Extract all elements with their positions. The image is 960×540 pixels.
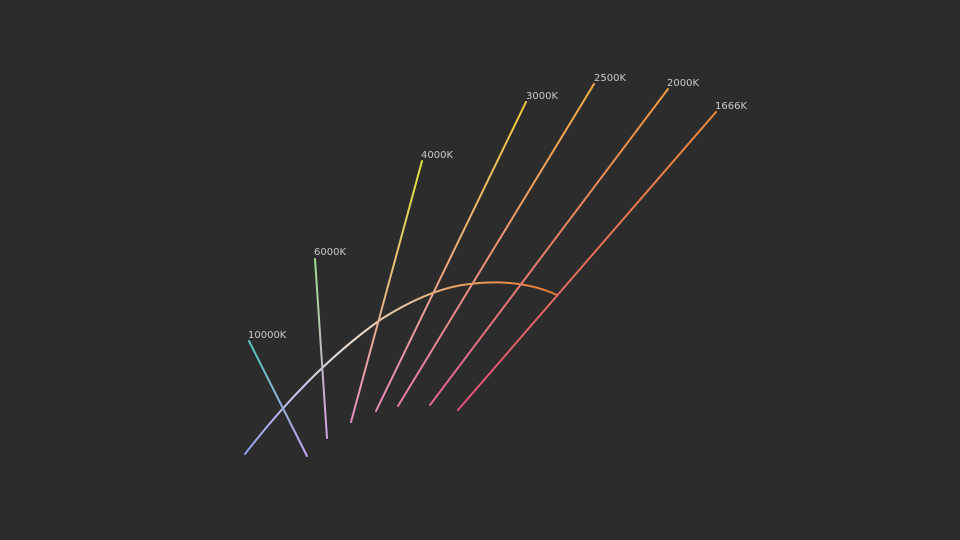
isotherm-line-10000k <box>248 340 308 457</box>
isotherm-label-6000k: 6000K <box>314 247 346 258</box>
isotherm-line-6000k <box>314 258 328 439</box>
isotherm-label-3000k: 3000K <box>526 91 558 102</box>
isotherm-line-2000k <box>429 88 669 406</box>
isotherm-line-2500k <box>397 83 595 407</box>
isotherm-lines: 10000K 6000K 4000K 3000K 2500K 2000K 1666K <box>248 73 747 457</box>
isotherm-label-10000k: 10000K <box>248 330 287 341</box>
isotherm-label-4000k: 4000K <box>421 150 453 161</box>
planckian-locus-curve <box>244 281 558 455</box>
isotherm-line-3000k <box>375 101 527 412</box>
isotherm-label-2500k: 2500K <box>594 73 626 84</box>
isotherm-line-4000k <box>350 160 423 423</box>
isotherm-line-1666k <box>457 111 717 411</box>
isotherm-label-1666k: 1666K <box>715 101 747 112</box>
isotherm-label-2000k: 2000K <box>667 78 699 89</box>
